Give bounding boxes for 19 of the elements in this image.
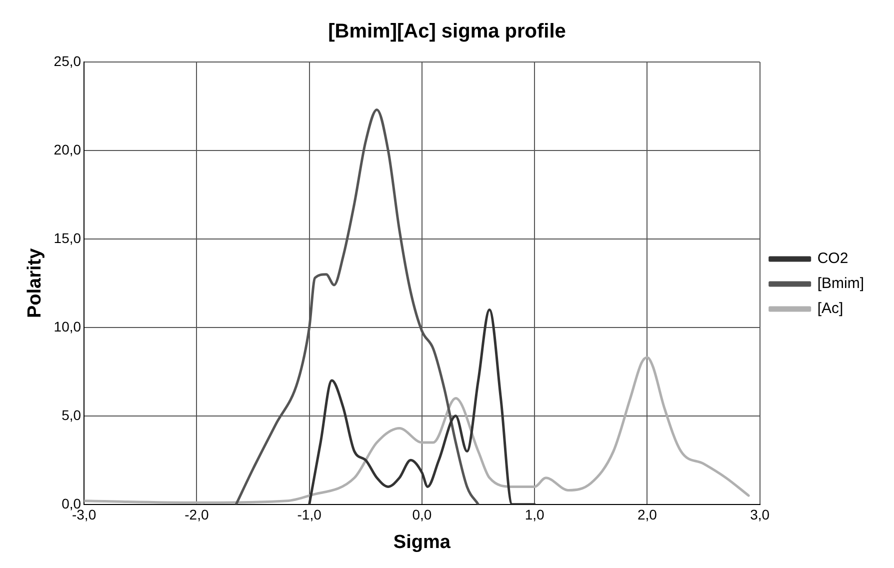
y-tick-label: 10,0	[54, 318, 82, 334]
line-series	[84, 356, 750, 504]
y-tick-label: 20,0	[54, 141, 82, 158]
y-axis-title: Polarity	[24, 248, 46, 318]
chart-title: [Bmim][Ac] sigma profile	[328, 20, 566, 43]
x-tick-label: 1,0	[524, 506, 545, 523]
legend-label: [Ac]	[817, 300, 844, 318]
x-tick-label: 2,0	[637, 506, 658, 523]
y-tick-label: 15,0	[54, 230, 82, 246]
y-tick-label: 5,0	[62, 406, 82, 423]
y-tick-label: 25,0	[54, 52, 82, 69]
x-tick-label: -2,0	[184, 506, 209, 523]
legend-label: CO2	[817, 250, 848, 268]
line-series	[308, 308, 536, 504]
x-tick-label: 3,0	[750, 506, 770, 523]
legend-label: [Bmim]	[817, 275, 864, 292]
x-tick-label: 0,0	[412, 506, 432, 523]
x-tick-label: -1,0	[297, 506, 322, 523]
x-axis-title: Sigma	[393, 532, 451, 553]
